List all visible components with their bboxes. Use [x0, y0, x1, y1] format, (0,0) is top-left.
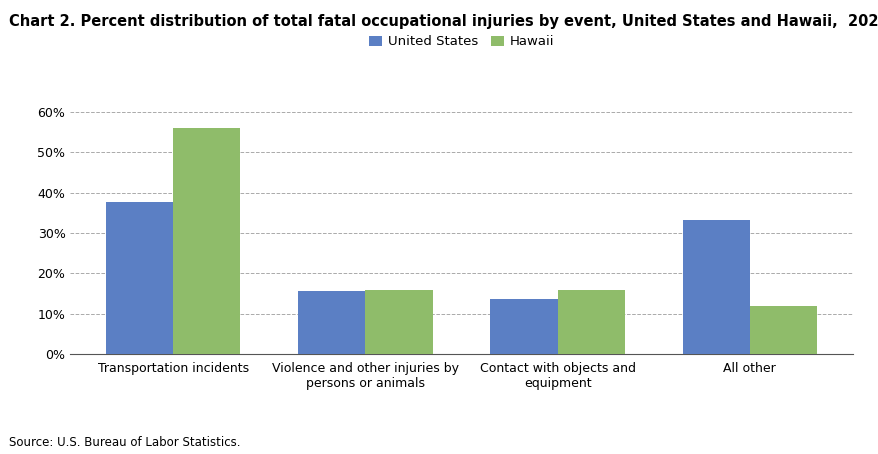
Text: Chart 2. Percent distribution of total fatal occupational injuries by event, Uni: Chart 2. Percent distribution of total f…: [9, 14, 878, 29]
Text: Source: U.S. Bureau of Labor Statistics.: Source: U.S. Bureau of Labor Statistics.: [9, 436, 240, 449]
Bar: [365, 290, 432, 354]
Bar: [681, 220, 749, 354]
Legend: United States, Hawaii: United States, Hawaii: [363, 30, 558, 54]
Bar: [749, 306, 817, 354]
Bar: [298, 291, 365, 354]
Bar: [557, 290, 624, 354]
Bar: [105, 202, 173, 354]
Bar: [173, 128, 241, 354]
Bar: [490, 299, 557, 354]
